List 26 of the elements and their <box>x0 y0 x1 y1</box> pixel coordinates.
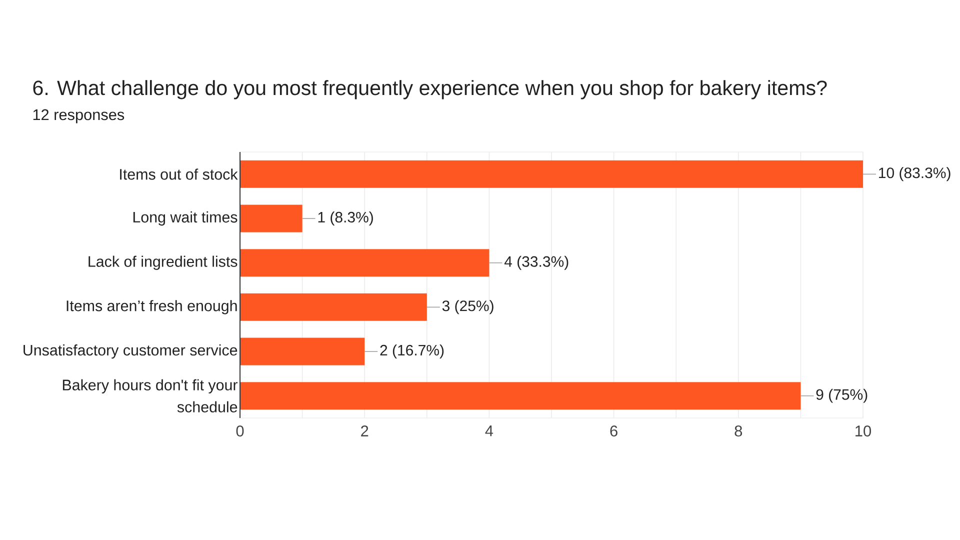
bar <box>240 160 863 188</box>
data-label: 3 (25%) <box>442 300 494 314</box>
text: 12 responses <box>33 109 124 124</box>
data-label: 2 (16.7%) <box>380 344 444 358</box>
bar <box>240 338 365 366</box>
y-tick-label: Unsatisfactory customer service <box>24 344 238 359</box>
bar <box>240 293 427 321</box>
y-tick-label: Lack of ingredient lists <box>88 256 238 270</box>
data-label: 4 (33.3%) <box>504 256 568 270</box>
y-tick-label: Bakery hours don't fit your schedule <box>62 379 238 412</box>
y-tick-label: Items aren’t fresh enough <box>66 300 237 314</box>
bar <box>240 249 490 277</box>
x-tick-label: 2 <box>361 426 368 436</box>
x-tick-label: 6 <box>610 426 618 436</box>
y-tick-label: Items out of stock <box>120 168 238 180</box>
x-tick-label: 4 <box>485 426 494 436</box>
data-label: 1 (8.3%) <box>318 212 373 226</box>
y-tick-label: Long wait times <box>133 211 238 226</box>
data-label: 9 (75%) <box>816 388 868 403</box>
x-tick-label: 8 <box>734 426 742 436</box>
chart-title: 6. What challenge do you most frequently experience when you shop for bakery items? <box>33 80 827 100</box>
x-tick-label: 0 <box>236 426 244 436</box>
bar <box>240 382 801 410</box>
bar <box>240 204 302 232</box>
x-tick-label: 10 <box>856 426 872 436</box>
data-label: 10 (83.3%) <box>879 167 950 182</box>
